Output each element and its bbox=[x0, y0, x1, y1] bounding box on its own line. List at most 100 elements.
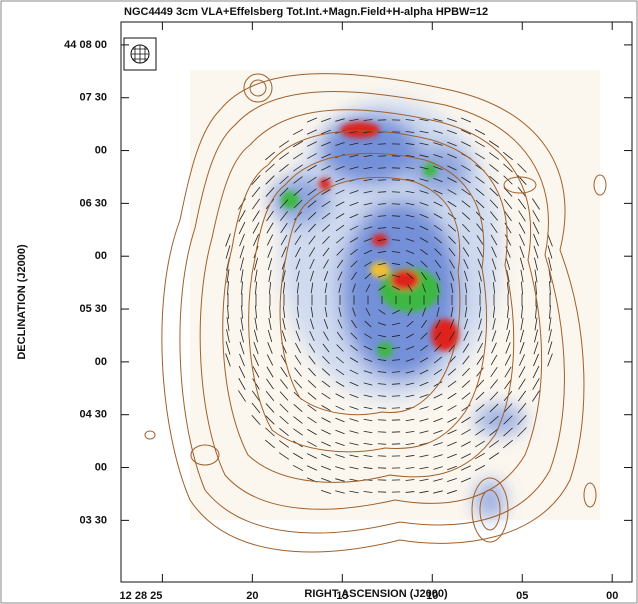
vector bbox=[377, 179, 387, 181]
vector bbox=[420, 345, 428, 351]
vector bbox=[449, 259, 455, 269]
vector bbox=[463, 331, 469, 341]
vector bbox=[363, 358, 373, 362]
vector bbox=[533, 353, 539, 367]
vector bbox=[489, 415, 499, 425]
beam bbox=[123, 37, 157, 71]
vector bbox=[433, 165, 443, 171]
vector bbox=[506, 281, 510, 295]
vector bbox=[405, 249, 415, 255]
vector bbox=[307, 176, 317, 184]
vector bbox=[363, 491, 373, 493]
vector bbox=[377, 383, 387, 385]
vector bbox=[377, 359, 387, 361]
vector bbox=[532, 365, 540, 379]
y-tick-label: 00 bbox=[95, 461, 107, 473]
vector bbox=[265, 163, 275, 173]
vector bbox=[433, 154, 443, 158]
vector bbox=[310, 282, 314, 294]
vector bbox=[309, 330, 315, 342]
vector bbox=[491, 246, 497, 258]
vector bbox=[419, 178, 429, 182]
vector bbox=[405, 382, 415, 386]
vector bbox=[296, 270, 300, 282]
vector bbox=[240, 269, 244, 283]
vector bbox=[282, 318, 286, 330]
vector bbox=[321, 117, 331, 123]
vector bbox=[464, 306, 468, 318]
vector bbox=[405, 131, 415, 133]
vector bbox=[532, 221, 540, 235]
vector bbox=[225, 245, 231, 259]
vector bbox=[433, 189, 443, 195]
vector bbox=[419, 202, 429, 206]
vector bbox=[534, 329, 538, 343]
vector bbox=[267, 246, 273, 258]
vector bbox=[306, 129, 318, 135]
vector bbox=[279, 164, 289, 172]
vector bbox=[323, 319, 329, 329]
vector bbox=[460, 117, 472, 123]
vector bbox=[349, 213, 359, 219]
vector bbox=[349, 369, 359, 375]
vector bbox=[419, 406, 429, 410]
vector bbox=[405, 238, 415, 242]
vector bbox=[434, 259, 442, 269]
vector bbox=[461, 176, 471, 184]
vector bbox=[307, 200, 317, 208]
vector bbox=[532, 210, 540, 222]
vector bbox=[309, 258, 315, 270]
vector bbox=[433, 142, 443, 146]
vector bbox=[478, 282, 482, 294]
vector bbox=[335, 368, 345, 376]
vector bbox=[378, 309, 386, 315]
vector bbox=[433, 177, 443, 183]
vector bbox=[280, 379, 288, 389]
vector bbox=[450, 306, 454, 318]
vector bbox=[310, 318, 314, 330]
vector bbox=[363, 418, 373, 422]
vector bbox=[292, 140, 304, 148]
vector bbox=[352, 307, 356, 317]
vector bbox=[419, 213, 429, 219]
vector bbox=[433, 236, 443, 244]
vector bbox=[307, 416, 317, 424]
vector bbox=[321, 453, 331, 459]
vector bbox=[349, 381, 359, 387]
vector bbox=[461, 392, 471, 400]
vector bbox=[252, 210, 260, 222]
vector bbox=[433, 429, 443, 435]
vector bbox=[489, 199, 499, 209]
vector bbox=[335, 142, 345, 146]
vector bbox=[336, 248, 344, 256]
vector bbox=[363, 214, 373, 218]
vector bbox=[406, 272, 414, 280]
vector bbox=[227, 281, 229, 295]
vector bbox=[475, 404, 485, 412]
vector bbox=[254, 317, 258, 331]
x-tick-label: 10 bbox=[426, 590, 438, 602]
vector bbox=[405, 467, 415, 469]
vector bbox=[405, 455, 415, 457]
vector bbox=[405, 190, 415, 194]
vector bbox=[407, 284, 413, 292]
vector bbox=[349, 430, 359, 434]
vector bbox=[335, 478, 345, 482]
vector bbox=[405, 479, 415, 481]
vector bbox=[519, 329, 525, 343]
vector bbox=[349, 466, 359, 470]
vector bbox=[547, 245, 553, 259]
map-image bbox=[121, 22, 632, 582]
vector bbox=[266, 210, 274, 222]
vector bbox=[491, 258, 497, 270]
vector bbox=[253, 354, 259, 366]
vector bbox=[252, 366, 260, 378]
vector bbox=[324, 306, 328, 318]
vector bbox=[447, 117, 457, 123]
vector bbox=[322, 235, 330, 245]
vector bbox=[391, 395, 401, 397]
vector bbox=[503, 163, 513, 173]
vector bbox=[433, 454, 443, 458]
vector bbox=[282, 282, 286, 294]
vector bbox=[281, 246, 287, 258]
